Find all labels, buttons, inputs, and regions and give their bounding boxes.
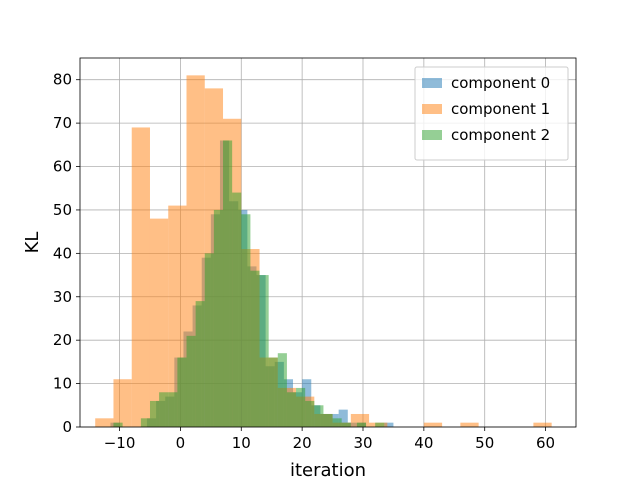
histogram-bar xyxy=(277,353,287,427)
x-tick-label: 50 xyxy=(475,434,494,452)
y-tick-label: 60 xyxy=(53,158,72,176)
x-tick-label: 0 xyxy=(176,434,186,452)
histogram-bar xyxy=(384,422,394,427)
plot-frame xyxy=(79,57,577,428)
histogram-bar xyxy=(332,418,342,427)
histogram-bar xyxy=(286,392,297,427)
x-tick-label: 60 xyxy=(536,434,555,452)
x-axis-label: iteration xyxy=(290,460,366,480)
histogram-bar xyxy=(204,253,214,427)
legend: component 0 component 1 component 2 xyxy=(414,66,569,161)
histogram-bar xyxy=(305,400,315,427)
series-2-bars xyxy=(113,140,385,427)
y-tick-label: 50 xyxy=(53,201,72,219)
legend-label: component 2 xyxy=(451,126,550,144)
legend-label: component 0 xyxy=(451,74,550,92)
histogram-bar xyxy=(268,357,278,427)
histogram-bar xyxy=(296,387,306,427)
x-tick-label: 30 xyxy=(353,434,372,452)
histogram-bar xyxy=(195,301,205,427)
histogram-bar xyxy=(177,357,187,427)
y-tick-label: 70 xyxy=(53,114,72,132)
y-tick-label: 0 xyxy=(62,418,72,436)
histogram-bar xyxy=(149,218,169,427)
histogram-bar xyxy=(113,379,132,427)
ticks-layer: −10 0 10 20 30 40 50 60 0 10 20 30 40 50 60 70 80 xyxy=(53,71,555,452)
histogram-bar xyxy=(223,140,233,427)
x-tick-label: 40 xyxy=(414,434,433,452)
histogram-bar xyxy=(323,413,333,427)
y-tick-label: 30 xyxy=(53,288,72,306)
histogram-bar xyxy=(250,270,260,427)
y-tick-label: 10 xyxy=(53,375,72,393)
histogram-bar xyxy=(375,422,385,427)
histogram-bar xyxy=(533,422,552,427)
histogram-bar xyxy=(186,335,196,427)
histogram-bar xyxy=(131,127,150,427)
y-axis-label: KL xyxy=(22,232,43,254)
legend-box xyxy=(414,66,569,161)
histogram-bar xyxy=(149,400,160,427)
histogram-bar xyxy=(356,422,367,427)
histogram-bar xyxy=(113,422,123,427)
histogram-bar xyxy=(338,409,348,427)
histogram-bar xyxy=(168,392,178,427)
legend-swatch xyxy=(422,78,442,88)
histogram-bar xyxy=(159,392,169,427)
histogram-bar xyxy=(95,418,114,427)
histogram-bar xyxy=(259,275,269,427)
bars-layer xyxy=(95,75,552,427)
histogram-bar xyxy=(140,418,150,427)
y-tick-label: 40 xyxy=(53,244,72,262)
histogram-bar xyxy=(232,192,242,427)
histogram-bar xyxy=(460,422,479,427)
x-tick-label: −10 xyxy=(104,434,136,452)
histogram-bar xyxy=(423,422,443,427)
histogram-bar xyxy=(241,214,251,427)
x-tick-label: 20 xyxy=(293,434,312,452)
legend-swatch xyxy=(422,130,442,140)
x-tick-label: 10 xyxy=(232,434,251,452)
legend-swatch xyxy=(422,104,442,114)
histogram-bar xyxy=(213,209,224,427)
histogram-bar xyxy=(341,422,351,427)
histogram-bar xyxy=(314,405,324,427)
y-tick-label: 20 xyxy=(53,331,72,349)
y-tick-label: 80 xyxy=(53,71,72,89)
legend-label: component 1 xyxy=(451,100,550,118)
